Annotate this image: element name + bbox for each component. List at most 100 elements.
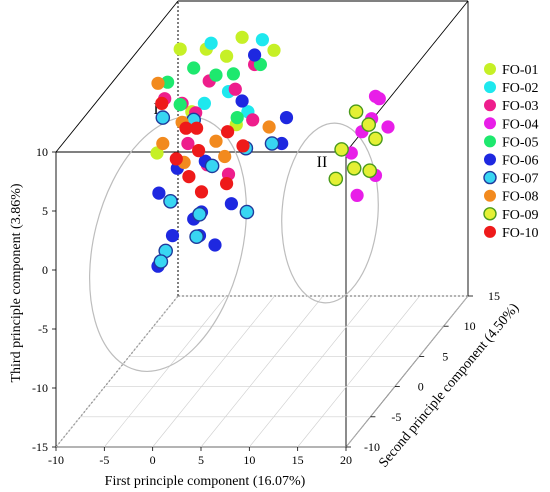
data-point-fo-09	[368, 131, 383, 147]
grid-line	[152, 295, 275, 448]
data-point-fo-10	[155, 96, 169, 110]
data-point-fo-06	[224, 197, 238, 211]
data-points	[150, 30, 395, 273]
data-point-fo-05	[209, 68, 223, 82]
data-point-fo-03	[228, 82, 242, 96]
legend-marker	[484, 153, 496, 166]
x-tick-label: 0	[150, 453, 156, 467]
floor-grid	[55, 295, 469, 448]
z-tick-label: -5	[38, 322, 48, 336]
data-point-fo-03	[181, 136, 195, 151]
data-point-fo-07	[189, 229, 204, 244]
data-point-fo-07	[153, 254, 169, 269]
legend-label: FO-02	[502, 81, 539, 96]
data-point-fo-02	[255, 33, 269, 47]
legend-marker	[484, 225, 496, 238]
data-point-fo-01	[267, 43, 281, 57]
legend-label: FO-03	[502, 99, 539, 114]
data-point-fo-06	[279, 111, 294, 125]
z-tick-label: 5	[42, 204, 48, 218]
data-point-fo-10	[221, 125, 235, 139]
data-point-fo-04	[372, 92, 386, 106]
z-tick-label: 10	[36, 145, 48, 159]
legend-marker	[484, 63, 496, 75]
data-point-fo-09	[362, 163, 378, 178]
legend-label: FO-05	[502, 135, 539, 150]
legend-marker	[483, 170, 497, 185]
y-tick-label: 15	[488, 289, 500, 303]
data-point-fo-08	[151, 76, 165, 90]
data-point-fo-09	[346, 160, 362, 176]
data-point-fo-05	[161, 75, 175, 89]
legend-label: FO-06	[502, 154, 539, 169]
data-point-fo-01	[150, 146, 164, 160]
data-point-fo-07	[163, 193, 178, 209]
cluster-ellipses: III	[89, 101, 379, 373]
data-point-fo-10	[192, 144, 206, 158]
x-tick-label: 5	[198, 453, 204, 467]
legend-label: FO-04	[502, 117, 539, 132]
data-point-fo-07	[155, 110, 171, 125]
data-point-fo-09	[328, 171, 344, 187]
y-tick-label: 10	[464, 319, 476, 333]
x-tick-label: -10	[48, 453, 64, 467]
z-tick-label: -15	[32, 440, 48, 454]
data-point-fo-08	[156, 136, 170, 151]
cluster-label: II	[317, 154, 328, 171]
data-point-fo-09	[334, 142, 349, 157]
grid-line	[345, 295, 469, 448]
legend-marker	[484, 135, 496, 148]
x-tick-label: 20	[340, 453, 352, 467]
data-point-fo-09	[361, 117, 377, 132]
legend-marker	[484, 117, 496, 130]
cluster-label: I	[153, 101, 158, 118]
data-point-fo-03	[246, 113, 260, 127]
data-point-fo-02	[204, 36, 218, 50]
box-edge	[55, 0, 179, 153]
legend-marker	[484, 99, 496, 112]
x-tick-label: 15	[292, 453, 304, 467]
data-point-fo-05	[173, 98, 187, 112]
legend-marker	[483, 207, 497, 221]
data-point-fo-07	[239, 204, 255, 220]
data-point-fo-02	[197, 96, 211, 110]
data-point-fo-07	[264, 136, 280, 151]
data-point-fo-06	[235, 94, 249, 108]
z-tick-label: -10	[32, 381, 48, 395]
grid-line	[200, 295, 324, 448]
y-tick-label: 5	[442, 349, 448, 363]
data-point-fo-06	[208, 238, 222, 252]
grid-line	[104, 295, 227, 448]
data-point-fo-08	[262, 120, 276, 134]
data-point-fo-10	[182, 170, 196, 184]
data-point-fo-05	[253, 57, 267, 72]
z-axis-title: Third principle component (3.86%)	[9, 183, 24, 382]
legend-marker	[484, 189, 496, 202]
data-point-fo-06	[152, 186, 166, 200]
data-point-fo-01	[173, 42, 187, 56]
y-tick-label: -10	[364, 440, 380, 454]
data-point-fo-04	[381, 120, 395, 134]
x-tick-label: 10	[243, 453, 255, 467]
legend-label: FO-10	[502, 226, 539, 241]
y-tick-label: -5	[391, 410, 401, 424]
y-tick-label: 0	[418, 380, 424, 394]
legend-marker	[484, 81, 496, 94]
x-axis-title: First principle component (16.07%)	[105, 474, 306, 489]
data-point-fo-01	[220, 49, 234, 63]
legend: FO-01 FO-02 FO-03 FO-04 FO-05 FO-06 FO-07 FO-08…	[483, 63, 539, 241]
legend-label: FO-01	[502, 63, 539, 78]
grid-line	[297, 295, 420, 448]
data-point-fo-04	[350, 188, 364, 202]
data-point-fo-07	[204, 158, 220, 174]
data-point-fo-10	[236, 139, 250, 153]
legend-label: FO-09	[502, 208, 539, 223]
legend-label: FO-08	[502, 190, 539, 205]
data-point-fo-10	[220, 177, 234, 191]
legend-label: FO-07	[502, 172, 539, 187]
x-tick-label: -5	[99, 453, 109, 467]
data-point-fo-07	[192, 206, 207, 222]
data-point-fo-01	[235, 30, 249, 44]
